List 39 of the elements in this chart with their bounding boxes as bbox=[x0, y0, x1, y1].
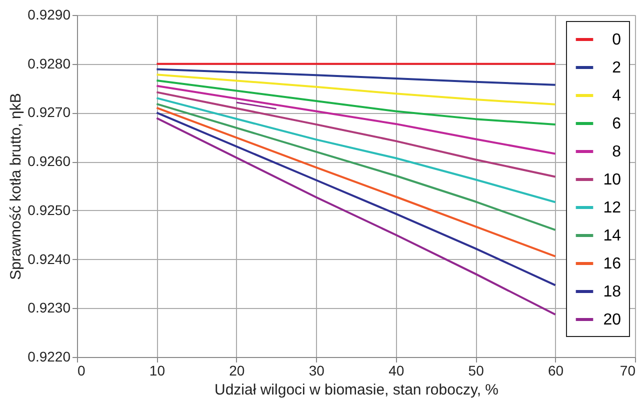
line-series bbox=[156, 117, 556, 316]
legend-label: 14 bbox=[603, 228, 622, 244]
legend-label: 10 bbox=[603, 172, 622, 188]
y-tick-label: 0.9290 bbox=[28, 6, 71, 22]
legend-label: 4 bbox=[612, 88, 622, 104]
x-tick-label: 70 bbox=[620, 362, 636, 378]
legend-label: 8 bbox=[612, 144, 622, 160]
legend-label: 6 bbox=[612, 116, 622, 132]
line-series bbox=[156, 112, 556, 286]
x-tick-label: 50 bbox=[468, 362, 484, 378]
x-tick-label: 60 bbox=[548, 362, 564, 378]
legend-label: 16 bbox=[603, 256, 622, 272]
x-tick-label: 40 bbox=[388, 362, 404, 378]
y-tick-label: 0.9270 bbox=[28, 104, 71, 120]
x-tick-label: 10 bbox=[149, 362, 166, 378]
x-tick-label: 20 bbox=[229, 362, 245, 378]
line-series bbox=[156, 91, 556, 178]
line-series bbox=[156, 68, 556, 86]
legend-label: 12 bbox=[603, 200, 622, 216]
y-axis-title: Sprawność kotła brutto, ηkB bbox=[8, 93, 25, 280]
y-tick-label: 0.9230 bbox=[28, 300, 71, 316]
y-tick-label: 0.9240 bbox=[28, 250, 71, 267]
line-series bbox=[156, 97, 556, 204]
legend-label: 0 bbox=[612, 32, 622, 48]
y-tick-label: 0.9250 bbox=[28, 202, 71, 218]
line-series bbox=[156, 84, 556, 155]
x-axis-title: Udział wilgoci w biomasie, stan roboczy, % bbox=[214, 382, 498, 398]
x-tick-label: 30 bbox=[308, 362, 325, 378]
legend-label: 20 bbox=[603, 312, 622, 328]
legend-label: 2 bbox=[612, 60, 622, 76]
line-series bbox=[156, 106, 556, 258]
line-series bbox=[156, 102, 556, 231]
legend-label: 18 bbox=[603, 284, 622, 300]
line-series bbox=[156, 74, 556, 106]
x-tick-label: 0 bbox=[78, 362, 86, 378]
y-tick-label: 0.9260 bbox=[28, 153, 71, 170]
line-series bbox=[156, 79, 556, 126]
y-tick-label: 0.9280 bbox=[28, 55, 71, 72]
y-tick-label: 0.9220 bbox=[28, 348, 71, 364]
